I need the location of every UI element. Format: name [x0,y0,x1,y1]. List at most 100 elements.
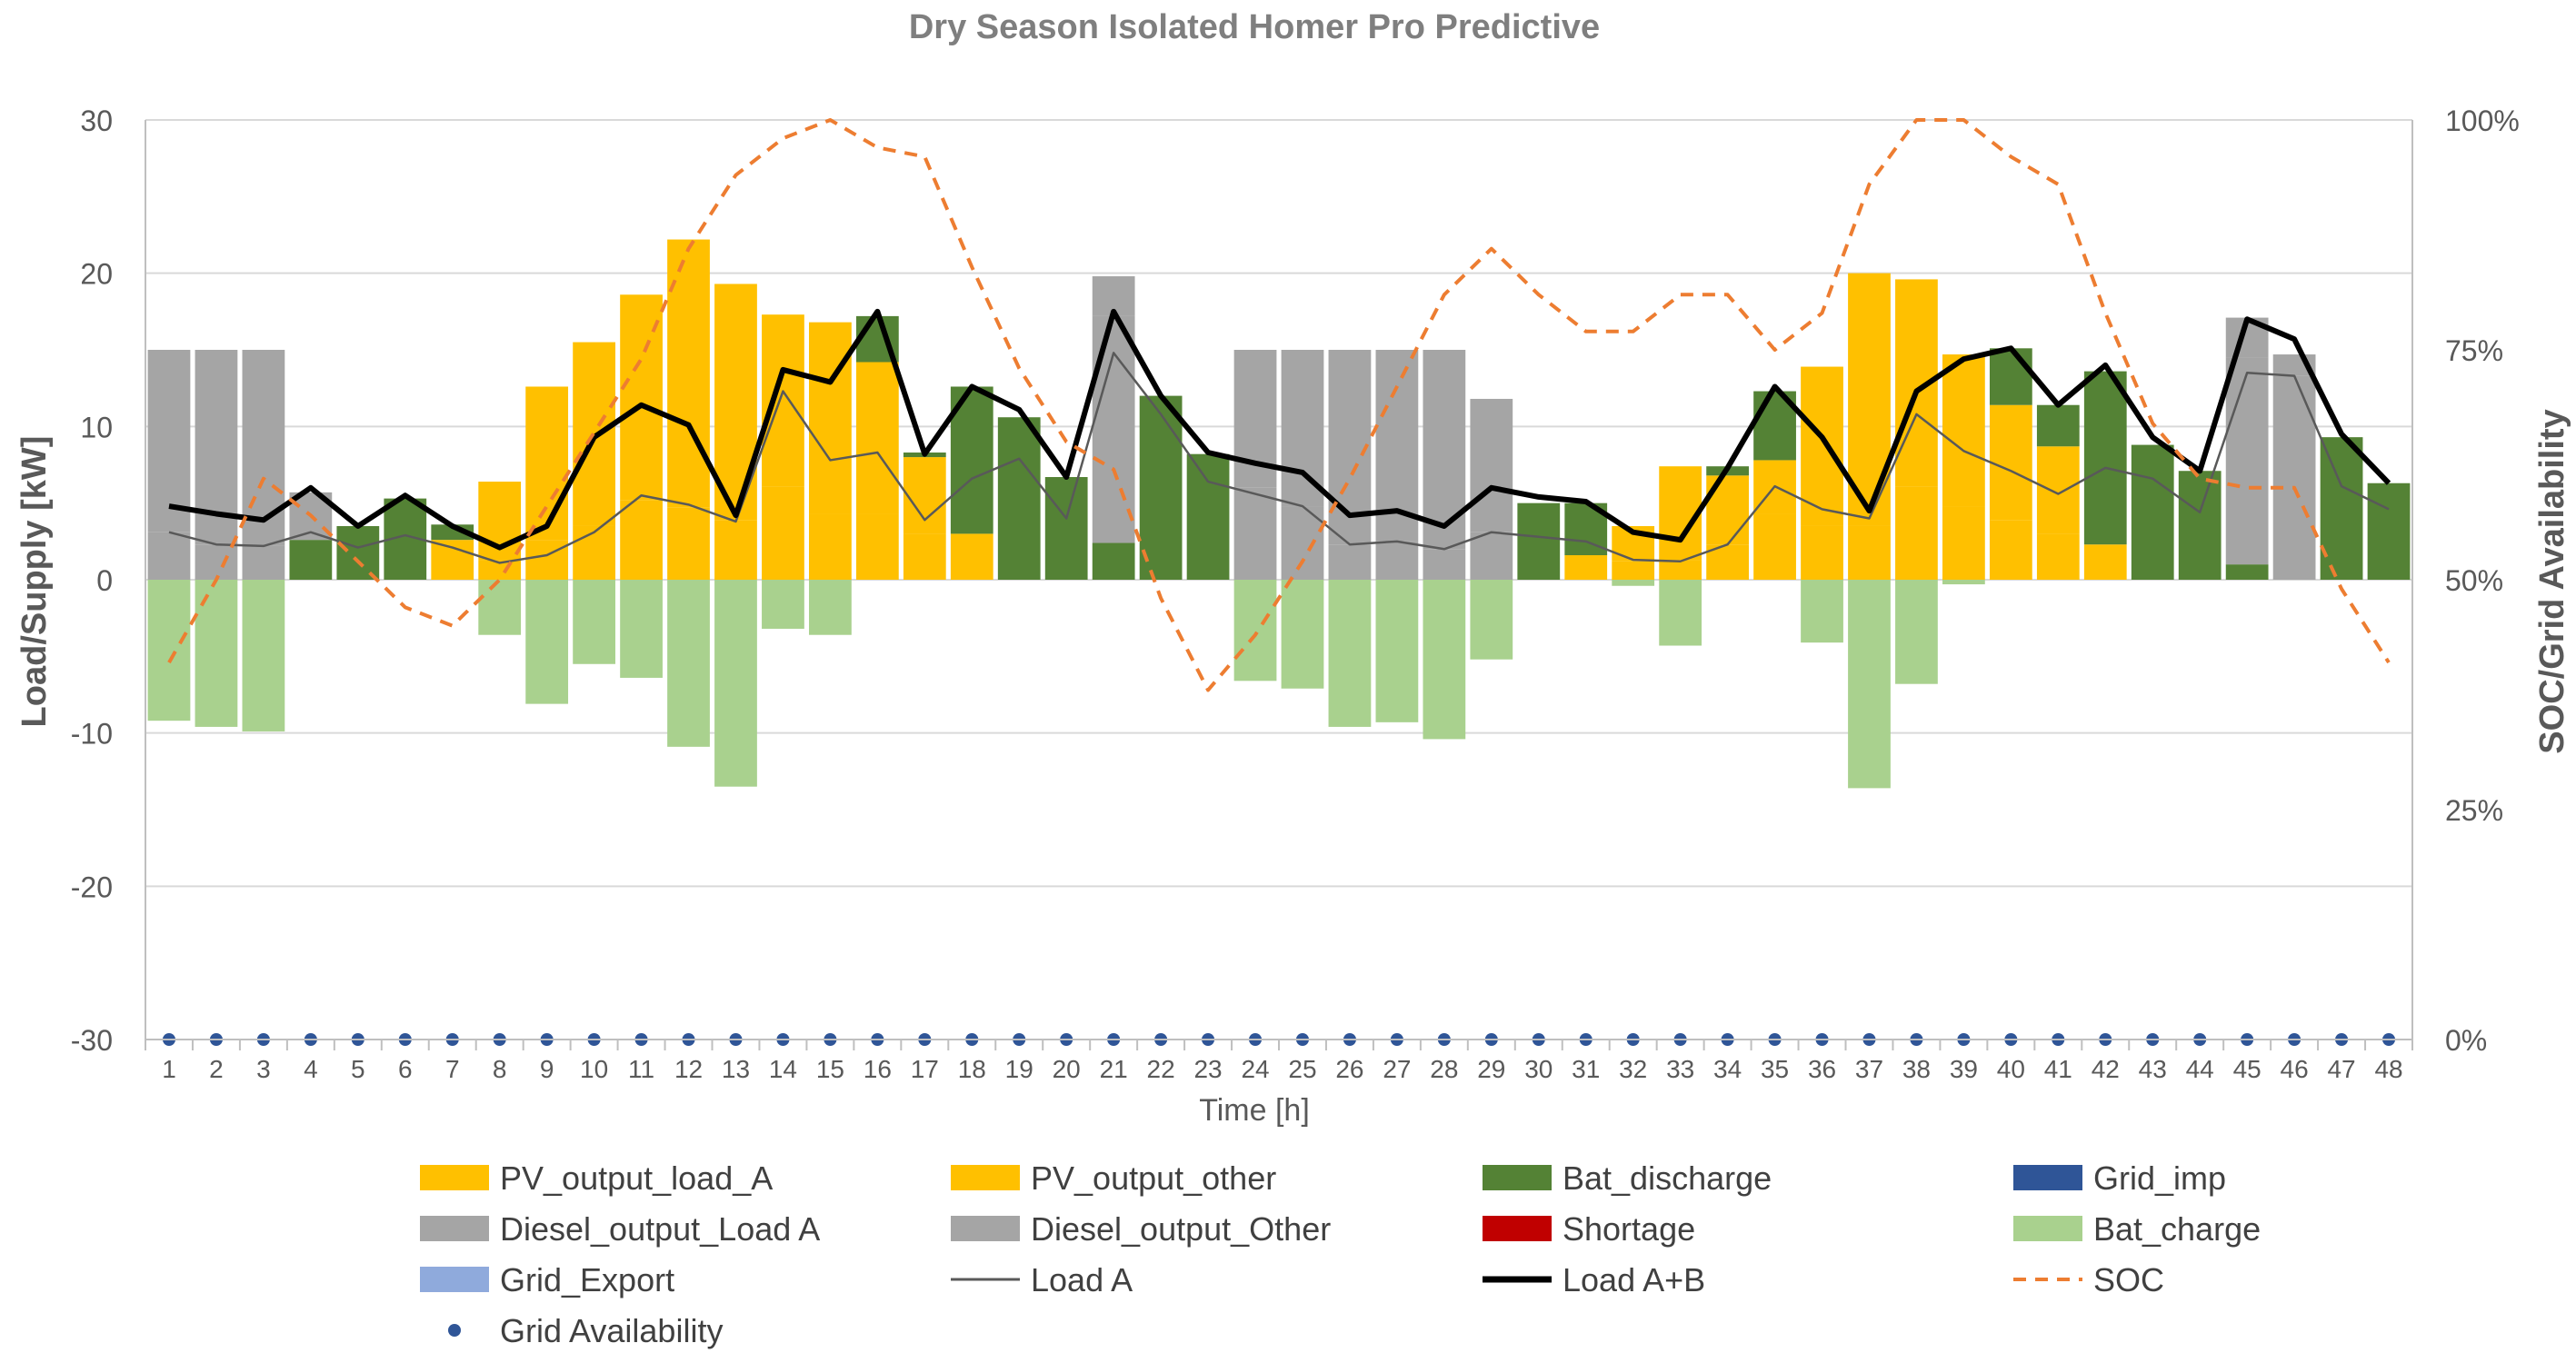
bar-diesel-output-other [1281,350,1324,507]
y-tick-label: -10 [71,718,113,751]
legend-label: Grid_Export [500,1261,674,1298]
x-tick-label: 18 [958,1055,986,1083]
bar-pv-output-other [809,322,852,514]
legend-swatch [420,1216,489,1241]
legend-bat-charge: Bat_charge [2013,1210,2261,1248]
bar-pv-output-other [903,457,946,534]
bar-bat-discharge [2320,437,2363,580]
bar-pv-output-load-a [950,533,993,580]
x-tick-label: 28 [1430,1055,1458,1083]
bar-diesel-output-load-a [1233,487,1277,580]
x-tick-label: 8 [493,1055,507,1083]
bar-bat-discharge [2083,371,2127,545]
y2-tick-label: 25% [2445,794,2503,827]
legend-label: Grid Availability [500,1312,723,1349]
y-tick-label: 10 [80,411,113,443]
bar-pv-output-other [1801,366,1843,526]
bar-bat-charge [1233,580,1277,682]
bar-bat-discharge [997,417,1041,580]
bar-bat-charge [620,580,663,678]
bar-pv-output-load-a [1989,520,2032,580]
bar-pv-output-load-a [1564,555,1608,580]
legend-diesel-output-load-a: Diesel_output_Load A [420,1210,820,1248]
y2-tick-label: 0% [2445,1024,2487,1057]
legend-label: SOC [2093,1261,2164,1298]
y-tick-label: 0 [96,564,113,597]
x-tick-label: 44 [2186,1055,2214,1083]
legend-pv-output-load-a: PV_output_load_A [420,1159,773,1197]
x-tick-label: 37 [1855,1055,1883,1083]
x-tick-label: 7 [445,1055,460,1083]
legend-label: Bat_charge [2093,1210,2261,1248]
bar-pv-output-load-a [620,500,663,580]
bar-bat-discharge [1517,502,1561,580]
bar-diesel-output-load-a [195,544,238,580]
legend-swatch [420,1267,489,1292]
legend-swatch [448,1324,461,1337]
bar-pv-output-load-a [714,520,757,580]
legend-swatch [951,1165,1020,1190]
x-tick-label: 43 [2139,1055,2167,1083]
x-tick-label: 40 [1997,1055,2025,1083]
bar-bat-charge [1942,580,1985,585]
bar-pv-output-other [1942,354,1985,507]
bar-bat-charge [195,580,238,727]
bar-pv-output-load-a [1659,560,1702,580]
bar-bat-discharge [1092,542,1135,580]
bar-bat-charge [1801,580,1843,643]
legend-grid-availability: Grid Availability [448,1312,723,1349]
legend-label: Diesel_output_Load A [500,1210,820,1248]
bar-bat-discharge [2225,564,2269,580]
x-tick-label: 25 [1288,1055,1316,1083]
y2-axis-label: SOC/Grid Availability [2533,409,2571,753]
legend-label: Shortage [1563,1210,1695,1248]
legend-load-a: Load A [951,1261,1133,1298]
bar-pv-output-load-a [431,540,474,580]
lines [162,118,2396,1046]
legend-swatch [2013,1165,2082,1190]
x-tick-label: 41 [2044,1055,2072,1083]
bar-bat-discharge [1186,453,1230,580]
bar-pv-output-load-a [573,525,615,580]
x-tick-label: 17 [911,1055,939,1083]
bar-diesel-output-load-a [1328,544,1372,580]
legend: PV_output_load_A PV_output_other Bat_disch… [420,1159,2261,1349]
x-tick-label: 11 [628,1055,654,1083]
bar-pv-output-other [1659,466,1702,561]
bar-bat-charge [1848,580,1891,789]
bar-bat-discharge [2178,471,2222,580]
bar-bat-discharge [336,525,380,580]
legend-load-a-b: Load A+B [1483,1261,1705,1298]
bar-bat-charge [1281,580,1324,689]
x-tick-label: 4 [304,1055,318,1083]
legend-label: PV_output_load_A [500,1159,773,1197]
bar-bat-discharge [1044,476,1088,580]
legend-label: Load A+B [1563,1261,1705,1298]
bar-pv-output-load-a [667,507,710,580]
legend-swatch [2013,1216,2082,1241]
x-tick-label: 23 [1193,1055,1222,1083]
legend-swatch [1483,1216,1552,1241]
bar-pv-output-load-a [855,513,899,580]
bar-bat-charge [1328,580,1372,727]
x-tick-label: 33 [1666,1055,1694,1083]
x-tick-label: 34 [1713,1055,1742,1083]
bar-bat-charge [573,580,615,664]
x-tick-label: 6 [398,1055,413,1083]
bar-pv-output-load-a [2083,544,2127,580]
bar-bat-charge [809,580,852,635]
bar-bat-charge [667,580,710,747]
x-tick-label: 27 [1383,1055,1411,1083]
y2-tick-label: 75% [2445,334,2503,367]
legend-swatch [1483,1165,1552,1190]
x-tick-label: 26 [1335,1055,1363,1083]
x-tick-label: 9 [540,1055,554,1083]
bar-diesel-output-other [147,350,191,532]
x-tick-label: 45 [2233,1055,2261,1083]
bar-diesel-output-load-a [1470,532,1513,580]
x-tick-label: 16 [864,1055,892,1083]
y-tick-label: 20 [80,258,113,291]
x-tick-label: 24 [1241,1055,1269,1083]
bar-bat-charge [242,580,285,731]
